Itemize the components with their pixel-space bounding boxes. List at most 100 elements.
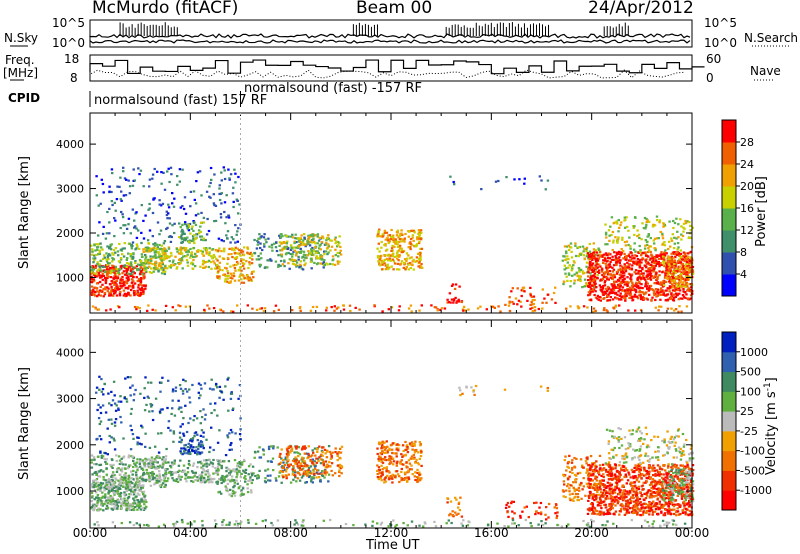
velocity-cell <box>127 454 131 457</box>
velocity-cell <box>228 472 231 475</box>
power-cell <box>133 282 137 285</box>
velocity-cell <box>191 476 194 479</box>
power-cell <box>144 256 148 259</box>
power-cell <box>565 275 568 278</box>
power-cell <box>582 305 586 308</box>
velocity-cell <box>319 455 323 458</box>
velocity-cell <box>110 436 113 439</box>
power-cell <box>657 262 660 265</box>
power-cell <box>599 288 602 291</box>
power-cell <box>194 265 197 268</box>
velocity-cell <box>233 481 236 484</box>
power-cell <box>669 270 672 273</box>
velocity-cell <box>156 461 159 464</box>
power-cell <box>104 276 107 279</box>
power-cell <box>652 270 655 273</box>
power-cell <box>157 264 161 267</box>
power-cell <box>102 257 105 260</box>
power-cell <box>306 254 310 257</box>
velocity-cell <box>110 507 113 510</box>
power-cell <box>181 233 184 236</box>
velocity-cell <box>196 453 199 456</box>
power-cell <box>105 260 109 263</box>
power-cell <box>153 244 157 247</box>
power-cell <box>128 242 131 245</box>
power-cell <box>94 294 97 297</box>
power-cell <box>419 257 422 260</box>
power-cell <box>632 226 635 229</box>
power-cell <box>541 307 544 310</box>
velocity-cell <box>96 471 100 474</box>
velocity-scatter-group <box>90 375 695 528</box>
velocity-cell <box>217 491 220 494</box>
power-cell <box>127 291 130 294</box>
velocity-cell <box>174 471 178 474</box>
power-cell <box>574 244 577 247</box>
power-cell <box>626 276 629 279</box>
power-cell <box>214 219 218 222</box>
power-cell <box>184 212 188 215</box>
velocity-cell <box>227 460 231 463</box>
velocity-cell <box>158 473 161 476</box>
power-cell <box>384 264 387 267</box>
power-cell <box>237 212 240 215</box>
power-cell <box>194 223 198 227</box>
velocity-cell <box>124 377 127 380</box>
power-cell <box>680 271 683 274</box>
power-cell <box>142 277 145 280</box>
power-cell <box>321 262 324 265</box>
velocity-cell <box>109 483 113 486</box>
power-cell <box>210 267 213 270</box>
power-cell <box>90 275 93 278</box>
power-cell <box>410 256 413 259</box>
velocity-cell <box>108 502 111 505</box>
power-cell <box>659 281 662 284</box>
velocity-cell <box>130 503 134 506</box>
power-cell <box>392 237 395 240</box>
velocity-cell <box>117 408 120 411</box>
power-cell <box>680 310 683 313</box>
power-cell <box>106 266 109 269</box>
power-cell <box>619 264 622 267</box>
velocity-cell <box>215 469 218 472</box>
power-cell <box>611 287 615 290</box>
power-cell <box>585 265 588 268</box>
velocity-cell <box>197 391 200 394</box>
power-cell <box>619 277 622 280</box>
power-cell <box>97 272 100 275</box>
power-cell <box>611 298 615 301</box>
power-cell <box>677 223 680 226</box>
velocity-cell <box>105 499 108 502</box>
velocity-cell <box>200 429 204 432</box>
power-cell <box>280 255 284 258</box>
velocity-cell <box>139 392 142 395</box>
velocity-cell <box>190 470 194 473</box>
velocity-cell <box>142 493 145 496</box>
power-cell <box>141 267 145 270</box>
velocity-cell <box>297 446 301 449</box>
power-cell <box>294 233 297 236</box>
velocity-cell <box>261 448 265 451</box>
power-cell <box>216 259 219 262</box>
velocity-cell <box>203 418 207 421</box>
power-cell <box>110 200 113 203</box>
power-cell <box>117 268 120 271</box>
power-cell <box>674 286 678 289</box>
velocity-cell <box>238 469 241 473</box>
velocity-cell <box>90 491 94 495</box>
velocity-cell <box>114 500 117 503</box>
power-cell <box>686 276 689 280</box>
velocity-cell <box>122 437 125 440</box>
velocity-cell <box>177 464 181 467</box>
power-cell <box>188 240 191 243</box>
velocity-cell <box>272 469 275 472</box>
power-cell <box>90 277 93 281</box>
power-cell <box>613 285 616 288</box>
power-cell <box>599 250 602 253</box>
power-cell <box>676 267 680 270</box>
velocity-cell <box>161 466 164 469</box>
power-cell <box>110 190 113 194</box>
power-cell <box>166 217 169 220</box>
velocity-cell <box>132 469 135 472</box>
power-cell <box>331 259 334 262</box>
